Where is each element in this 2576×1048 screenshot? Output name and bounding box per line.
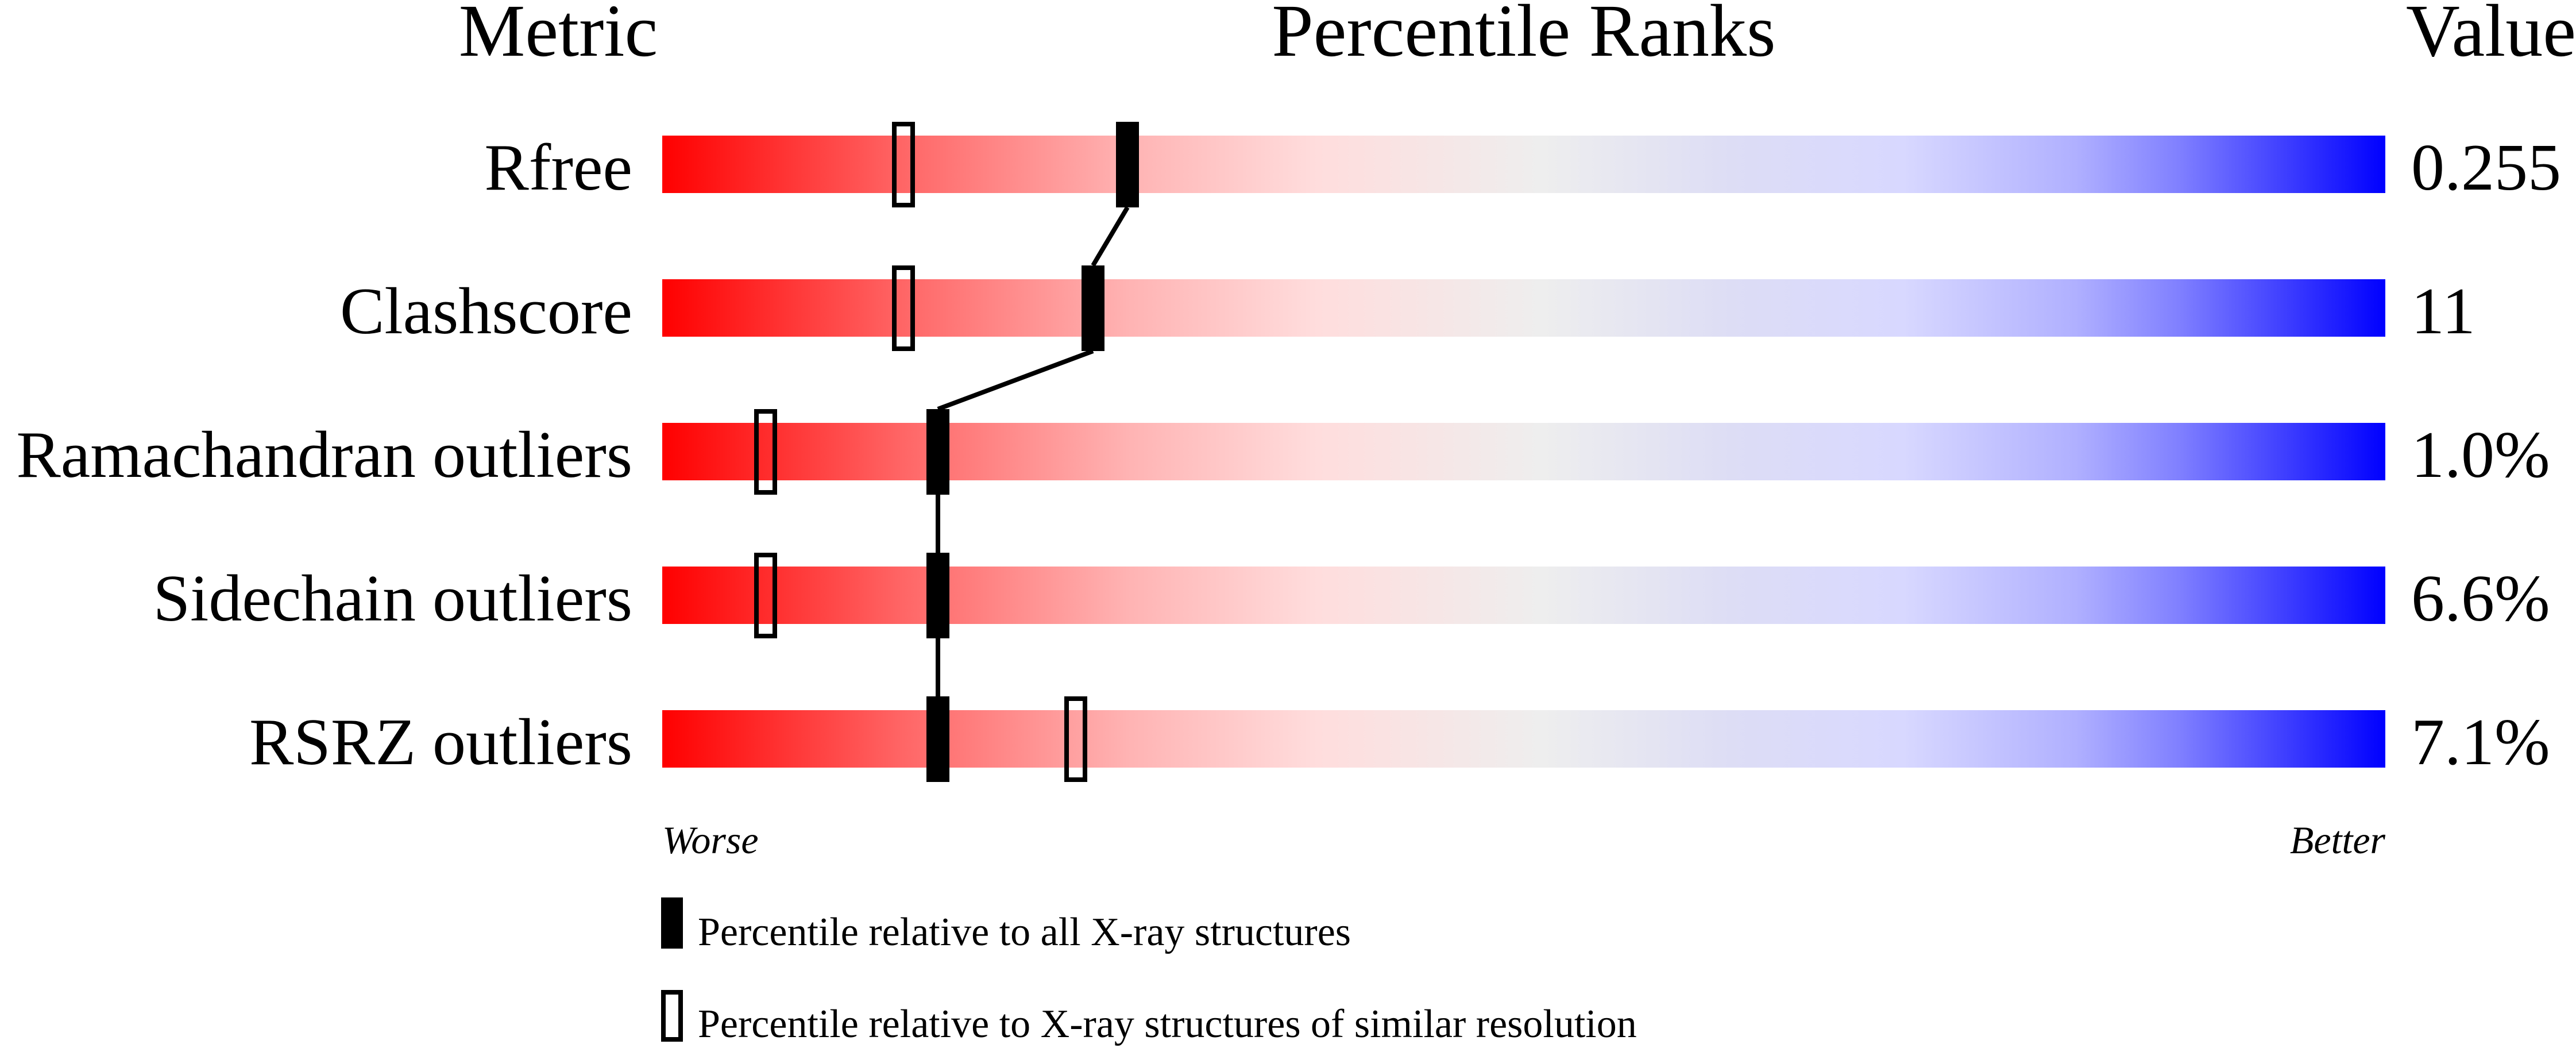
all-structures-marker xyxy=(926,553,949,638)
legend-label-similar: Percentile relative to X-ray structures … xyxy=(698,1002,1637,1046)
metric-label: RSRZ outliers xyxy=(249,706,632,779)
similar-resolution-marker xyxy=(892,265,915,351)
metric-value: 11 xyxy=(2411,275,2475,348)
similar-resolution-marker xyxy=(754,409,777,495)
connector-line xyxy=(937,349,1094,411)
worse-label: Worse xyxy=(662,818,759,862)
metric-label: Clashscore xyxy=(340,275,632,348)
metric-value: 6.6% xyxy=(2411,562,2550,635)
all-structures-marker xyxy=(1082,265,1104,351)
similar-resolution-marker xyxy=(754,553,777,638)
header-percentile-ranks: Percentile Ranks xyxy=(1272,0,1775,72)
legend-open-marker-icon xyxy=(661,990,683,1042)
legend-label-all: Percentile relative to all X-ray structu… xyxy=(698,910,1351,954)
header-metric: Metric xyxy=(459,0,658,72)
all-structures-marker xyxy=(926,696,949,782)
all-structures-marker xyxy=(1116,122,1139,207)
percentile-bar xyxy=(662,567,2385,624)
similar-resolution-marker xyxy=(892,122,915,207)
percentile-bar xyxy=(662,136,2385,193)
similar-resolution-marker xyxy=(1064,696,1087,782)
metric-label: Rfree xyxy=(484,131,632,205)
percentile-bar xyxy=(662,279,2385,337)
metric-value: 0.255 xyxy=(2411,131,2561,205)
better-label: Better xyxy=(2290,818,2386,862)
metric-label: Sidechain outliers xyxy=(153,562,632,635)
percentile-bar xyxy=(662,710,2385,768)
header-value: Value xyxy=(2406,0,2576,72)
metric-value: 7.1% xyxy=(2411,706,2550,779)
metric-label: Ramachandran outliers xyxy=(16,418,632,492)
metric-value: 1.0% xyxy=(2411,418,2550,492)
connector-line xyxy=(1091,206,1130,267)
legend-filled-marker-icon xyxy=(661,897,683,949)
percentile-bar xyxy=(662,423,2385,480)
all-structures-marker xyxy=(926,409,949,495)
